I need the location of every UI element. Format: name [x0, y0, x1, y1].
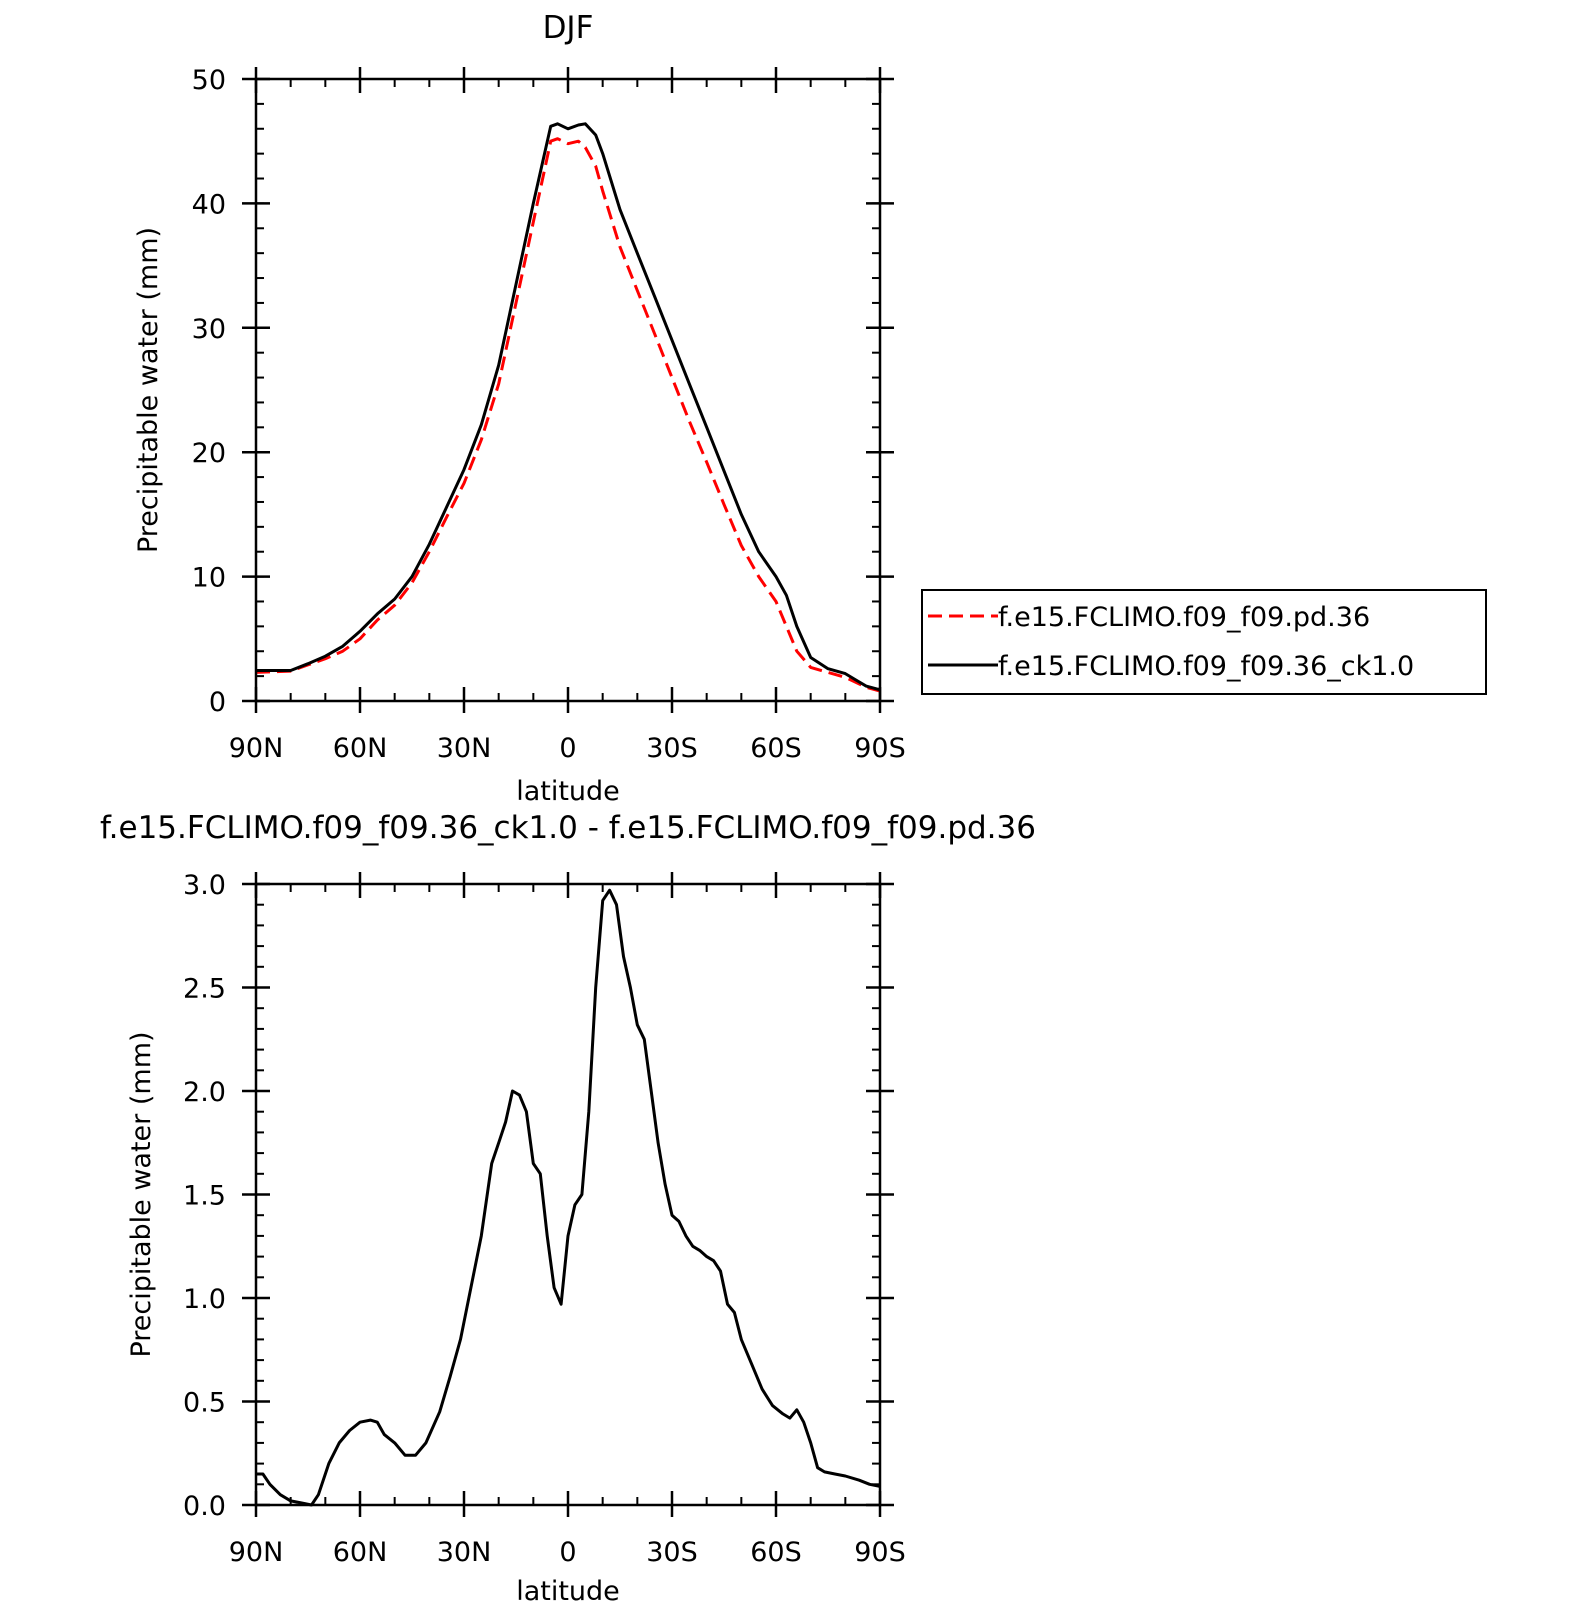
x-tick-label: 60S [750, 1537, 802, 1568]
x-tick-label: 60N [333, 1537, 388, 1568]
plot-frame [254, 77, 882, 703]
y-tick-label: 0.0 [183, 1491, 226, 1522]
x-tick-label: 60N [333, 733, 388, 764]
x-tick-label: 30S [646, 1537, 698, 1568]
x-tick-label: 30N [437, 1537, 492, 1568]
series-line-0 [255, 137, 881, 693]
y-tick-label: 20 [192, 438, 226, 469]
y-tick-label: 3.0 [183, 870, 226, 901]
legend: f.e15.FCLIMO.f09_f09.pd.36 f.e15.FCLIMO.f… [921, 589, 1487, 695]
x-axis-label: latitude [516, 776, 620, 807]
y-axis-label: Precipitable water (mm) [126, 1031, 157, 1357]
plot-frame [254, 882, 882, 1507]
series-line-0 [256, 888, 881, 1507]
chart-title: f.e15.FCLIMO.f09_f09.36_ck1.0 - f.e15.FC… [100, 810, 1036, 846]
legend-label-1: f.e15.FCLIMO.f09_f09.36_ck1.0 [998, 651, 1414, 682]
x-axis-label: latitude [516, 1576, 620, 1602]
legend-label-0: f.e15.FCLIMO.f09_f09.pd.36 [998, 602, 1370, 633]
y-tick-label: 2.0 [183, 1077, 226, 1108]
y-tick-label: 1.5 [183, 1181, 226, 1212]
y-tick-label: 30 [192, 314, 226, 345]
chart-djf-precipitable-water: DJF 90N 60N 30N 0 30S 60S 90S 0 10 20 30 40 50 latitud… [133, 10, 1487, 807]
x-tick-label: 0 [559, 1537, 576, 1568]
x-tick-label: 90N [229, 1537, 284, 1568]
x-tick-label: 30N [437, 733, 492, 764]
x-tick-label: 90S [854, 733, 906, 764]
y-tick-label: 0.5 [183, 1388, 226, 1419]
x-tick-label: 60S [750, 733, 802, 764]
y-tick-label: 1.0 [183, 1284, 226, 1315]
y-tick-label: 40 [192, 189, 226, 220]
x-tick-label: 0 [559, 733, 576, 764]
x-tick-label: 90N [229, 733, 284, 764]
y-tick-label: 10 [192, 563, 226, 594]
chart-difference-precipitable-water: f.e15.FCLIMO.f09_f09.36_ck1.0 - f.e15.FC… [100, 810, 1036, 1602]
y-tick-label: 0 [209, 687, 226, 718]
series-line-1 [256, 122, 881, 692]
legend-box [921, 589, 1487, 695]
y-tick-label: 50 [192, 65, 226, 96]
x-tick-label: 30S [646, 733, 698, 764]
y-axis-label: Precipitable water (mm) [133, 227, 164, 553]
x-tick-label: 90S [854, 1537, 906, 1568]
chart-title: DJF [543, 10, 594, 46]
y-tick-label: 2.5 [183, 974, 226, 1005]
